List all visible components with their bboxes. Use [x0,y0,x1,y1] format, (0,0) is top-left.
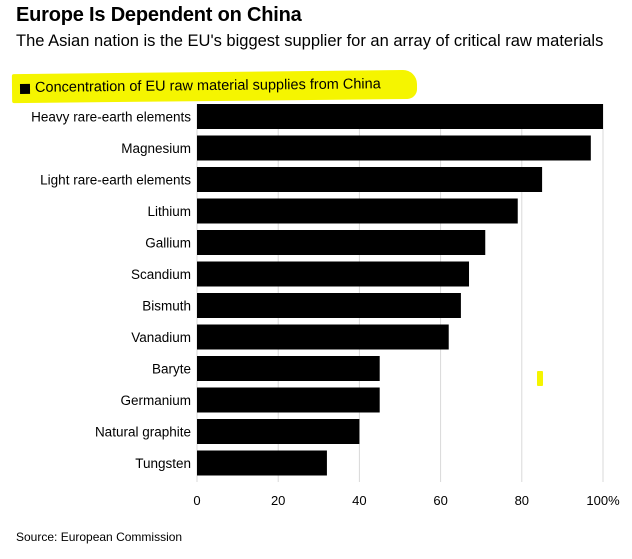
bar [197,230,486,255]
category-label: Lithium [147,204,191,219]
bar [197,293,461,318]
bar [197,419,360,444]
x-tick-label: 60 [433,493,447,508]
category-label: Heavy rare-earth elements [31,110,191,125]
bar [197,104,603,129]
bar [197,261,470,287]
category-label: Tungsten [135,456,191,471]
bar [197,356,380,381]
bar [197,198,518,224]
category-label: Vanadium [131,330,191,345]
x-tick-label: 20 [271,493,285,508]
chart-subtitle: The Asian nation is the EU's biggest sup… [16,32,604,50]
category-label: Gallium [145,236,191,251]
category-label: Bismuth [142,299,191,314]
bar [197,387,380,413]
bar [197,167,543,192]
x-tick-label: 40 [352,493,366,508]
category-label: Light rare-earth elements [40,173,191,188]
x-tick-label: 80 [515,493,529,508]
category-label: Baryte [152,362,191,377]
highlight-mark [537,371,543,386]
x-tick-label: 100% [586,493,620,508]
chart-title: Europe Is Dependent on China [16,4,302,26]
x-tick-label: 0 [193,493,200,508]
bar [197,450,327,476]
category-label: Germanium [120,393,191,408]
category-label: Magnesium [121,141,191,156]
category-label: Natural graphite [95,425,191,440]
source-note: Source: European Commission [16,530,183,544]
bar [197,135,591,161]
category-label: Scandium [131,267,191,282]
bar [197,324,449,350]
